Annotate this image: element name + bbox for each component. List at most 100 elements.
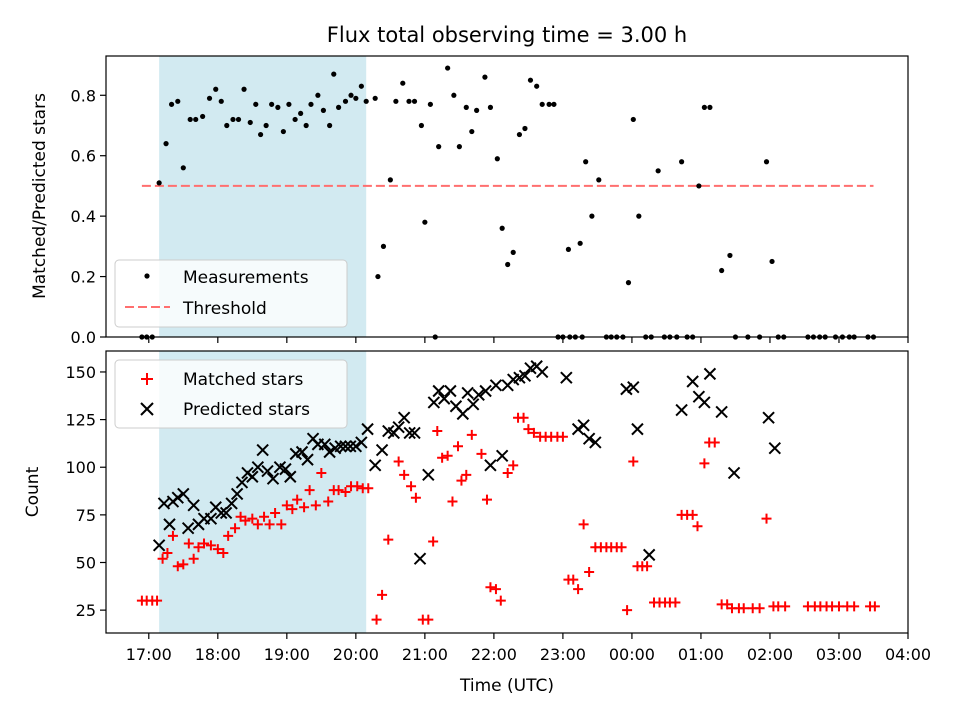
matched-star-point <box>212 544 223 555</box>
measurement-point <box>331 71 337 77</box>
x-tick-label: 00:00 <box>609 645 655 664</box>
predicted-star-point <box>466 398 480 411</box>
matched-star-point <box>178 559 189 570</box>
measurement-point <box>187 116 193 123</box>
predicted-star-point <box>152 539 166 552</box>
measurement-point <box>358 83 364 89</box>
predicted-star-point <box>261 464 274 478</box>
top-legend-box <box>114 259 348 328</box>
predicted-star-point <box>698 396 711 409</box>
measurement-point <box>286 101 292 107</box>
matched-star-point <box>410 492 421 503</box>
predicted-star-point <box>703 367 717 381</box>
matched-star-point <box>557 431 568 442</box>
predicted-star-point <box>489 379 503 392</box>
matched-star-point <box>259 511 270 522</box>
measurement-point <box>505 261 511 268</box>
measurement-point <box>269 101 275 107</box>
measurement-point <box>213 86 219 92</box>
bottom-plot-frame <box>105 350 909 634</box>
predicted-star-point <box>571 422 585 436</box>
x-tick-label: 04:00 <box>885 645 931 664</box>
matched-star-point <box>152 595 163 606</box>
matched-star-point <box>518 412 529 423</box>
x-tick-label: 19:00 <box>264 645 310 664</box>
matched-star-point <box>205 540 216 551</box>
matched-star-point <box>578 519 589 530</box>
matched-star-point <box>157 553 168 564</box>
measurement-point <box>292 116 298 123</box>
measurement-point <box>655 168 661 174</box>
measurement-point <box>342 98 349 104</box>
matched-star-point <box>423 614 434 625</box>
measurement-point <box>180 165 186 171</box>
matched-star-point <box>252 519 263 530</box>
predicted-star-point <box>163 518 176 531</box>
predicted-star-point <box>375 443 389 457</box>
measurement-point <box>353 95 359 101</box>
matched-star-point <box>247 513 258 524</box>
measurement-point <box>200 113 206 120</box>
predicted-stars-legend-marker <box>140 402 154 416</box>
predicted-star-point <box>631 422 644 436</box>
bottom-legend: Matched stars Predicted stars <box>114 359 348 429</box>
measurement-point <box>263 122 269 129</box>
matched-star-point <box>692 521 703 532</box>
predicted-star-point <box>279 462 292 476</box>
matched-star-point <box>276 519 287 530</box>
predicted-star-point <box>256 443 269 457</box>
predicted-star-point <box>762 411 775 424</box>
matched-star-point <box>281 500 292 511</box>
measurement-point <box>707 104 713 110</box>
measurement-point <box>763 159 770 165</box>
matched-star-point <box>304 485 315 496</box>
top-y-tick-label: 0.6 <box>71 147 96 166</box>
matched-star-point <box>780 601 791 612</box>
predicted-star-point <box>204 512 218 525</box>
matched-star-point <box>761 513 772 524</box>
measurement-point <box>241 86 247 92</box>
predicted-star-point <box>627 380 640 394</box>
matched-star-point <box>849 601 860 612</box>
matched-stars-points <box>136 412 880 625</box>
matched-star-point <box>352 481 363 492</box>
matched-star-point <box>628 456 639 467</box>
matched-star-point <box>508 460 519 471</box>
measurement-point <box>636 213 642 219</box>
measurement-point <box>218 98 224 104</box>
measurement-point <box>335 104 342 110</box>
measurement-point <box>527 77 534 83</box>
measurement-point <box>436 144 442 150</box>
predicted-star-point <box>219 506 233 520</box>
x-tick-label: 17:00 <box>126 645 172 664</box>
measurement-point <box>280 128 286 135</box>
top-plot-frame <box>105 55 909 338</box>
measurements-legend-marker <box>144 273 150 279</box>
predicted-star-point <box>472 388 485 402</box>
measurement-point <box>163 141 169 147</box>
matched-star-point <box>476 448 487 459</box>
x-tick-label: 21:00 <box>402 645 448 664</box>
measurement-point <box>769 258 775 265</box>
measurement-point <box>193 116 199 123</box>
predicted-star-point <box>582 432 596 445</box>
measurements-legend-label: Measurements <box>183 268 309 288</box>
matched-star-point <box>162 547 173 558</box>
predicted-star-point <box>318 438 331 451</box>
measurement-point <box>494 156 500 162</box>
matched-star-point <box>188 553 199 564</box>
predicted-star-point <box>461 386 474 400</box>
predicted-star-point <box>171 491 184 504</box>
matched-star-point <box>292 494 303 505</box>
measurement-point <box>451 92 457 98</box>
predicted-star-point <box>403 426 416 440</box>
measurement-point <box>363 98 369 104</box>
predicted-star-point <box>361 422 374 436</box>
measurement-point <box>235 116 242 123</box>
matched-star-point <box>616 542 627 553</box>
measurement-point <box>418 122 425 129</box>
predicted-star-point <box>246 470 259 483</box>
predicted-star-point <box>368 459 382 472</box>
measurement-point <box>546 101 552 107</box>
measurement-point <box>253 101 259 107</box>
